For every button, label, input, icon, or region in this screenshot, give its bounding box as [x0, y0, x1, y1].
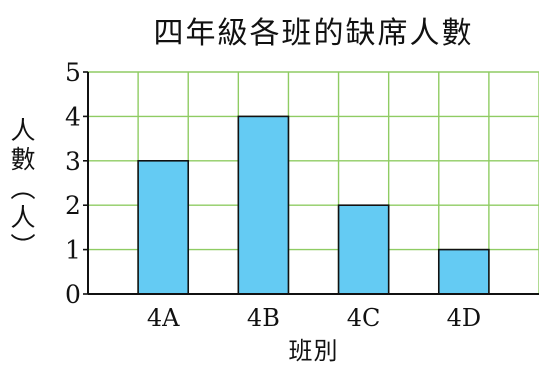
y-axis-label: 人數 ︵ 人 ︶: [6, 116, 40, 261]
y-axis-label-char: 人: [10, 203, 36, 232]
bar-4D: [437, 248, 490, 295]
y-tick-label: 5: [65, 58, 81, 87]
x-tick-label: 4A: [147, 304, 180, 332]
bar-4B: [237, 115, 290, 295]
y-tick-label: 3: [65, 147, 81, 176]
axes-layer: [83, 71, 539, 295]
bar-4C: [337, 204, 390, 295]
tick-labels-layer: 4A 4B 4C 4D 0 1 2 3 4 5: [65, 58, 481, 332]
y-tick-label: 2: [65, 191, 81, 220]
chart-title: 四年級各班的缺席人數: [153, 16, 474, 51]
y-axis-label-char: 人: [10, 116, 36, 145]
y-axis-label-char: 數: [10, 145, 36, 174]
x-tick-label: 4C: [347, 304, 381, 332]
bar-4A: [137, 160, 190, 295]
y-tick-label: 0: [65, 280, 81, 309]
y-axis-label-char: ︶: [10, 232, 36, 261]
bars-layer: [137, 115, 490, 295]
y-axis-label-char: ︵: [10, 174, 36, 203]
x-tick-label: 4B: [247, 304, 280, 332]
y-tick-label: 4: [65, 102, 81, 131]
y-tick-label: 1: [65, 236, 81, 265]
x-axis-label: 班別: [288, 337, 339, 365]
x-tick-label: 4D: [447, 304, 482, 332]
